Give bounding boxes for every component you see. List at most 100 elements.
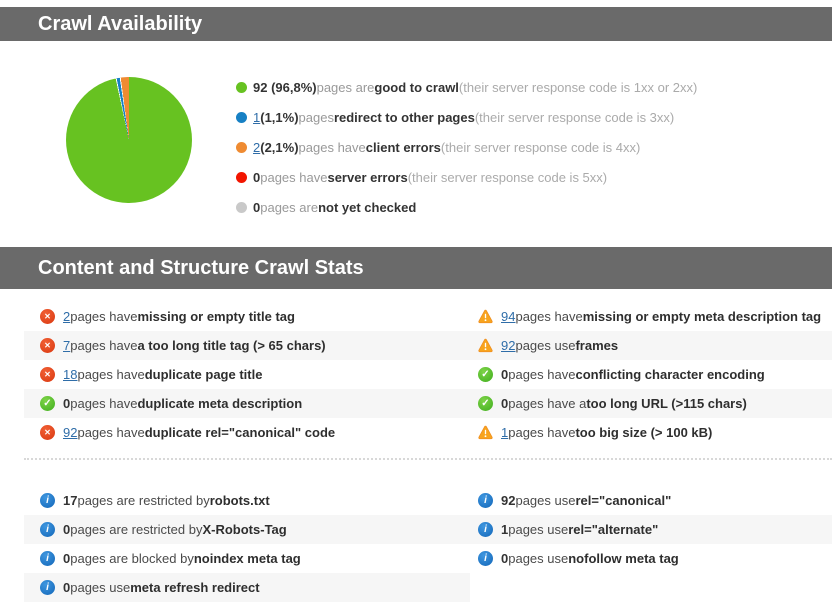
stat-strong-text: too long URL (>115 chars) <box>586 396 747 411</box>
info-icon: i <box>40 522 55 537</box>
legend-bullet-icon <box>236 201 247 213</box>
legend-count: (2,1%) <box>260 139 299 155</box>
stat-strong-text: duplicate rel="canonical" code <box>144 425 336 440</box>
legend-count: (1,1%) <box>260 109 299 125</box>
info-stats-columns: i 17 pages are restricted by robots.txt i… <box>0 486 832 602</box>
stat-count: 0 <box>501 551 509 566</box>
legend-count-link[interactable]: 2 <box>253 139 261 155</box>
issue-stats-columns: ✕ 2 pages have missing or empty title tag… <box>0 302 832 447</box>
content-stats-section: ✕ 2 pages have missing or empty title tag… <box>0 302 832 602</box>
stat-text: pages use <box>508 551 569 566</box>
stat-text: pages have <box>77 367 145 382</box>
legend-text: pages have <box>260 169 328 185</box>
stat-strong-text: duplicate page title <box>144 367 263 382</box>
stat-row: 92 pages use frames <box>470 331 832 360</box>
legend-strong-text: redirect to other pages <box>333 109 475 125</box>
info-icon: i <box>40 493 55 508</box>
legend-strong-text: not yet checked <box>318 199 417 215</box>
stat-count: 0 <box>63 396 71 411</box>
stat-row: i 92 pages use rel="canonical" <box>470 486 832 515</box>
legend-bullet-icon <box>236 171 247 183</box>
stat-strong-text: duplicate meta description <box>137 396 303 411</box>
legend-count: 0 <box>253 199 261 215</box>
page-title: Crawl Availability <box>38 12 203 35</box>
stat-row: i 17 pages are restricted by robots.txt <box>24 486 470 515</box>
stat-text: pages have <box>515 309 583 324</box>
stat-strong-text: meta refresh redirect <box>130 580 260 595</box>
stat-strong-text: missing or empty title tag <box>137 309 295 324</box>
availability-legend: 92 (96,8%) pages are good to crawl (thei… <box>236 72 697 222</box>
stat-row: ✕ 2 pages have missing or empty title tag <box>24 302 470 331</box>
legend-strong-text: good to crawl <box>374 79 459 95</box>
stat-strong-text: frames <box>575 338 619 353</box>
stat-strong-text: too big size (> 100 kB) <box>575 425 713 440</box>
stat-row: ✕ 92 pages have duplicate rel="canonical"… <box>24 418 470 447</box>
info-icon: i <box>478 522 493 537</box>
legend-note: (their server response code is 4xx) <box>440 139 641 155</box>
stat-count: 0 <box>501 367 509 382</box>
stat-text: pages are blocked by <box>70 551 194 566</box>
error-icon: ✕ <box>40 367 55 382</box>
error-icon: ✕ <box>40 338 55 353</box>
legend-strong-text: client errors <box>365 139 441 155</box>
stat-strong-text: X-Robots-Tag <box>202 522 287 537</box>
ok-icon: ✓ <box>478 396 493 411</box>
stat-strong-text: nofollow meta tag <box>568 551 679 566</box>
error-icon: ✕ <box>40 425 55 440</box>
stat-text: pages have <box>508 425 576 440</box>
info-stats-left-column: i 17 pages are restricted by robots.txt i… <box>24 486 470 602</box>
availability-pie-chart <box>66 77 192 203</box>
legend-text: pages <box>298 109 334 125</box>
stat-count-link[interactable]: 92 <box>63 425 78 440</box>
stat-count: 0 <box>63 551 71 566</box>
stat-row: ✕ 18 pages have duplicate page title <box>24 360 470 389</box>
stat-count: 92 <box>501 493 516 508</box>
stat-count-link[interactable]: 2 <box>63 309 71 324</box>
legend-note: (their server response code is 1xx or 2x… <box>458 79 698 95</box>
error-icon: ✕ <box>40 309 55 324</box>
legend-note: (their server response code is 5xx) <box>407 169 608 185</box>
stat-row: ✓ 0 pages have a too long URL (>115 chars… <box>470 389 832 418</box>
legend-item: 92 (96,8%) pages are good to crawl (thei… <box>236 72 697 102</box>
section-header-content-stats: Content and Structure Crawl Stats <box>0 247 832 289</box>
legend-count-link[interactable]: 1 <box>253 109 261 125</box>
info-icon: i <box>40 580 55 595</box>
stat-text: pages have <box>70 396 138 411</box>
stat-strong-text: missing or empty meta description tag <box>582 309 822 324</box>
stat-strong-text: conflicting character encoding <box>575 367 765 382</box>
stat-count-link[interactable]: 18 <box>63 367 78 382</box>
legend-bullet-icon <box>236 141 247 153</box>
stat-text: pages have <box>70 338 138 353</box>
legend-bullet-icon <box>236 111 247 123</box>
legend-item: 2 (2,1%) pages have client errors (their… <box>236 132 697 162</box>
stat-row: ✓ 0 pages have conflicting character enco… <box>470 360 832 389</box>
stat-count-link[interactable]: 7 <box>63 338 71 353</box>
stat-count: 1 <box>501 522 509 537</box>
stat-text: pages have a <box>508 396 587 411</box>
legend-note: (their server response code is 3xx) <box>474 109 675 125</box>
stat-strong-text: rel="canonical" <box>575 493 672 508</box>
stat-strong-text: robots.txt <box>209 493 270 508</box>
stat-count-link[interactable]: 1 <box>501 425 509 440</box>
warning-icon <box>478 309 493 324</box>
legend-item: 1 (1,1%) pages redirect to other pages (… <box>236 102 697 132</box>
legend-item: 0 pages have server errors (their server… <box>236 162 697 192</box>
stat-text: pages are restricted by <box>70 522 203 537</box>
availability-section: 92 (96,8%) pages are good to crawl (thei… <box>0 41 832 247</box>
stat-row: ✓ 0 pages have duplicate meta description <box>24 389 470 418</box>
legend-count: 0 <box>253 169 261 185</box>
stat-row: ✕ 7 pages have a too long title tag (> 65… <box>24 331 470 360</box>
stat-count-link[interactable]: 94 <box>501 309 516 324</box>
section-title: Content and Structure Crawl Stats <box>38 256 364 279</box>
stat-count-link[interactable]: 92 <box>501 338 516 353</box>
stat-text: pages use <box>508 522 569 537</box>
stat-text: pages use <box>515 338 576 353</box>
issue-stats-right-column: 94 pages have missing or empty meta desc… <box>470 302 832 447</box>
stat-count: 0 <box>63 580 71 595</box>
warning-icon <box>478 425 493 440</box>
